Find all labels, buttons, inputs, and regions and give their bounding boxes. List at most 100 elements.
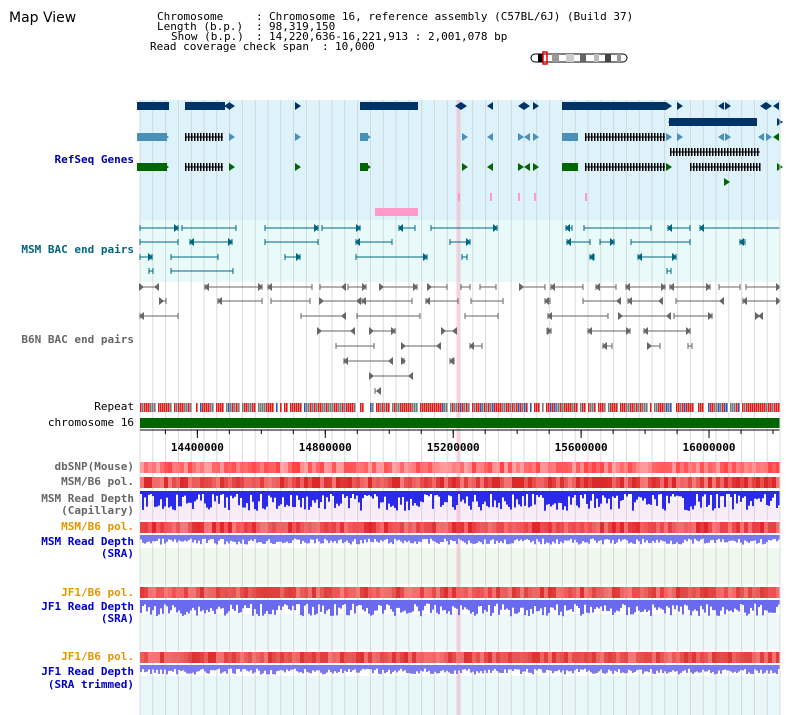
msm-bac-features — [139, 224, 781, 274]
gene-arrow — [766, 133, 772, 141]
bac-end — [519, 283, 524, 291]
gene-arrow — [666, 163, 672, 171]
show-value: 14,220,636-16,221,913 : 2,001,078 bp — [269, 30, 508, 43]
bac-end — [296, 253, 301, 261]
bac-end — [376, 387, 381, 395]
coverage-value: 10,000 — [335, 40, 375, 53]
axis-tick-label: 14400000 — [171, 441, 224, 454]
gene-arrow — [163, 163, 169, 171]
bac-end — [667, 224, 672, 232]
chromosome-ideogram[interactable] — [530, 51, 628, 65]
track-label-b6n-bac[interactable]: B6N BAC end pairs — [21, 333, 134, 346]
gene-block — [562, 102, 666, 110]
bac-end — [776, 283, 781, 291]
gene-arrow — [524, 102, 530, 110]
gene-block — [137, 102, 169, 110]
bac-end — [398, 224, 403, 232]
pink-mark — [518, 193, 520, 201]
bac-end — [267, 283, 272, 291]
gene-arrow — [760, 102, 766, 110]
bac-end — [391, 327, 396, 335]
gene-arrow — [229, 102, 235, 110]
gene-arrow — [224, 102, 230, 110]
bac-end — [565, 224, 570, 232]
bac-end — [627, 297, 632, 305]
pink-mark — [375, 208, 418, 216]
gene-block — [360, 133, 368, 141]
b6n-bac-features — [139, 283, 781, 395]
page-title: Map View — [9, 10, 77, 26]
axis-tick-label: 15600000 — [555, 441, 608, 454]
bac-end — [466, 238, 471, 246]
track-label-msm-depth-capillary[interactable]: MSM Read Depth — [41, 492, 134, 505]
bac-end — [706, 283, 711, 291]
bac-end — [314, 224, 319, 232]
gene-arrow — [461, 102, 467, 110]
track-label-jf1-depth-sra[interactable]: JF1 Read Depth — [41, 600, 134, 613]
bac-end — [159, 297, 164, 305]
track-label-jf1-b6-pol-2[interactable]: JF1/B6 pol. — [61, 650, 134, 663]
gene-arrow — [487, 133, 493, 141]
bac-end — [672, 253, 677, 261]
bac-end — [643, 327, 648, 335]
bac-end — [317, 327, 322, 335]
bac-end — [369, 372, 374, 380]
coverage-key: Read coverage check span — [150, 40, 309, 53]
track-label-msm-bac[interactable]: MSM BAC end pairs — [21, 243, 134, 256]
bac-end — [413, 283, 418, 291]
gene-block — [562, 163, 578, 171]
track-label-chromosome: chromosome 16 — [47, 416, 134, 429]
bac-end — [602, 342, 607, 350]
bac-end — [758, 312, 763, 320]
gene-arrow — [360, 102, 366, 110]
chromosome-key: Chromosome — [157, 10, 224, 23]
bac-end — [356, 297, 361, 305]
gene-arrow — [766, 102, 772, 110]
gene-arrow — [533, 133, 539, 141]
gene-arrow — [295, 163, 301, 171]
bac-end — [217, 297, 222, 305]
gene-block — [669, 118, 757, 126]
track-label-msm-b6-pol-2[interactable]: MSM/B6 pol. — [61, 520, 134, 533]
gene-arrow — [668, 118, 674, 126]
bac-end — [658, 297, 663, 305]
track-label-jf1-depth-trimmed-sub: (SRA trimmed) — [47, 678, 134, 691]
bac-end — [776, 297, 781, 305]
track-label-jf1-b6-pol-1[interactable]: JF1/B6 pol. — [61, 586, 134, 599]
bac-end — [493, 224, 498, 232]
pink-mark — [585, 193, 587, 201]
track-label-dbsnp[interactable]: dbSNP(Mouse) — [54, 460, 134, 473]
bac-end — [401, 357, 406, 365]
track-label-msm-depth-capillary-sub: (Capillary) — [61, 504, 134, 517]
bac-end — [610, 238, 615, 246]
bac-end — [755, 312, 760, 320]
gene-arrow — [161, 102, 167, 110]
bac-end — [148, 253, 153, 261]
gene-arrow — [163, 133, 169, 141]
gene-arrow — [229, 133, 235, 141]
track-label-jf1-depth-trimmed[interactable]: JF1 Read Depth — [41, 665, 134, 678]
track-label-msm-b6-pol-1[interactable]: MSM/B6 pol. — [61, 475, 134, 488]
length-key: Length (b.p.) — [157, 20, 244, 33]
bac-end — [319, 297, 324, 305]
chromosome-value: Chromosome 16, reference assembly (C57BL… — [269, 10, 634, 23]
bac-end — [647, 342, 652, 350]
chromosome-bar — [140, 418, 780, 428]
gene-arrow — [773, 102, 779, 110]
gene-arrow — [229, 163, 235, 171]
gene-arrow — [562, 102, 568, 110]
gene-arrow — [295, 133, 301, 141]
bac-end — [174, 224, 179, 232]
gene-arrow — [533, 163, 539, 171]
bac-end — [361, 297, 366, 305]
track-label-repeat: Repeat — [94, 400, 134, 413]
track-label-refseq[interactable]: RefSeq Genes — [54, 153, 134, 166]
bac-end — [452, 327, 457, 335]
track-label-msm-depth-sra[interactable]: MSM Read Depth — [41, 535, 134, 548]
gene-arrow — [365, 133, 371, 141]
gene-arrow — [487, 102, 493, 110]
gene-arrow — [758, 133, 764, 141]
msm-depth-capillary-track — [140, 491, 780, 511]
